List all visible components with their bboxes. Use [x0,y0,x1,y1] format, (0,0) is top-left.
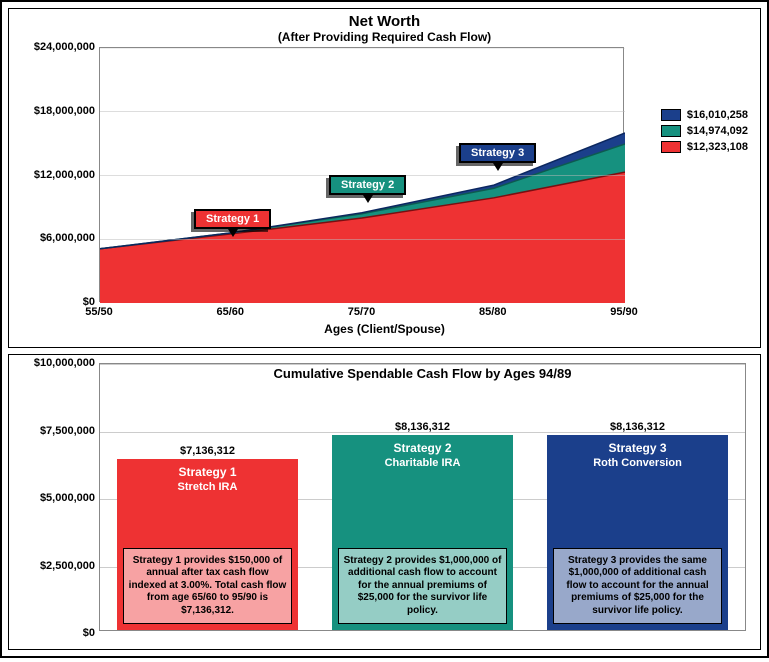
cashflow-bars: $7,136,312Strategy 1Stretch IRAStrategy … [100,394,745,630]
bar-title: Strategy 3 [547,441,728,455]
cashflow-ytick: $10,000,000 [15,357,95,369]
bar-value-label: $7,136,312 [180,445,235,457]
legend-label: $16,010,258 [687,109,748,121]
networth-ytick: $12,000,000 [15,169,95,181]
networth-ytick: $24,000,000 [15,41,95,53]
legend-label: $14,974,092 [687,125,748,137]
bar-value-label: $8,136,312 [395,421,450,433]
networth-xtick: 75/70 [348,306,376,318]
bar-description: Strategy 1 provides $150,000 of annual a… [123,548,292,625]
networth-xaxis-title: Ages (Client/Spouse) [9,322,760,336]
figure-container: Net Worth (After Providing Required Cash… [0,0,769,658]
bar-description: Strategy 3 provides the same $1,000,000 … [553,548,722,625]
legend-item: $12,323,108 [661,141,748,153]
networth-ytick: $0 [15,296,95,308]
legend-item: $16,010,258 [661,109,748,121]
networth-xtick: 85/80 [479,306,507,318]
cashflow-bar: $8,136,312Strategy 2Charitable IRAStrate… [332,421,513,630]
legend-swatch [661,141,681,153]
bar-title: Strategy 2 [332,441,513,455]
bar-description: Strategy 2 provides $1,000,000 of additi… [338,548,507,625]
legend-swatch [661,109,681,121]
networth-xtick: 65/60 [216,306,244,318]
bar-subtitle: Stretch IRA [117,481,298,493]
bar-value-label: $8,136,312 [610,421,665,433]
networth-xtick: 95/90 [610,306,638,318]
legend-label: $12,323,108 [687,141,748,153]
cashflow-ytick: $2,500,000 [15,560,95,572]
cashflow-bar: $8,136,312Strategy 3Roth ConversionStrat… [547,421,728,630]
networth-subtitle: (After Providing Required Cash Flow) [9,30,760,44]
bar-body: Strategy 2 Charitable IRA Strategy 2 provi… [332,435,513,630]
strategy-callout: Strategy 1 [194,209,271,229]
cashflow-plot-area: Cumulative Spendable Cash Flow by Ages 9… [99,363,746,631]
cashflow-title: Cumulative Spendable Cash Flow by Ages 9… [100,366,745,381]
strategy-callout: Strategy 3 [459,143,536,163]
cashflow-bar: $7,136,312Strategy 1Stretch IRAStrategy … [117,445,298,630]
cashflow-ytick: $0 [15,627,95,639]
bar-body: Strategy 1 Stretch IRA Strategy 1 provides… [117,459,298,630]
cashflow-ytick: $7,500,000 [15,425,95,437]
legend-swatch [661,125,681,137]
legend-item: $14,974,092 [661,125,748,137]
bar-subtitle: Charitable IRA [332,457,513,469]
cashflow-ytick: $5,000,000 [15,492,95,504]
bar-body: Strategy 3 Roth Conversion Strategy 3 prov… [547,435,728,630]
networth-ytick: $18,000,000 [15,105,95,117]
networth-legend: $16,010,258 $14,974,092 $12,323,108 [661,109,748,157]
networth-chart: Net Worth (After Providing Required Cash… [8,8,761,348]
networth-xtick: 55/50 [85,306,113,318]
bar-title: Strategy 1 [117,465,298,479]
strategy-callout: Strategy 2 [329,175,406,195]
networth-title: Net Worth [9,9,760,30]
networth-ytick: $6,000,000 [15,232,95,244]
cashflow-chart: Cumulative Spendable Cash Flow by Ages 9… [8,354,761,650]
bar-subtitle: Roth Conversion [547,457,728,469]
